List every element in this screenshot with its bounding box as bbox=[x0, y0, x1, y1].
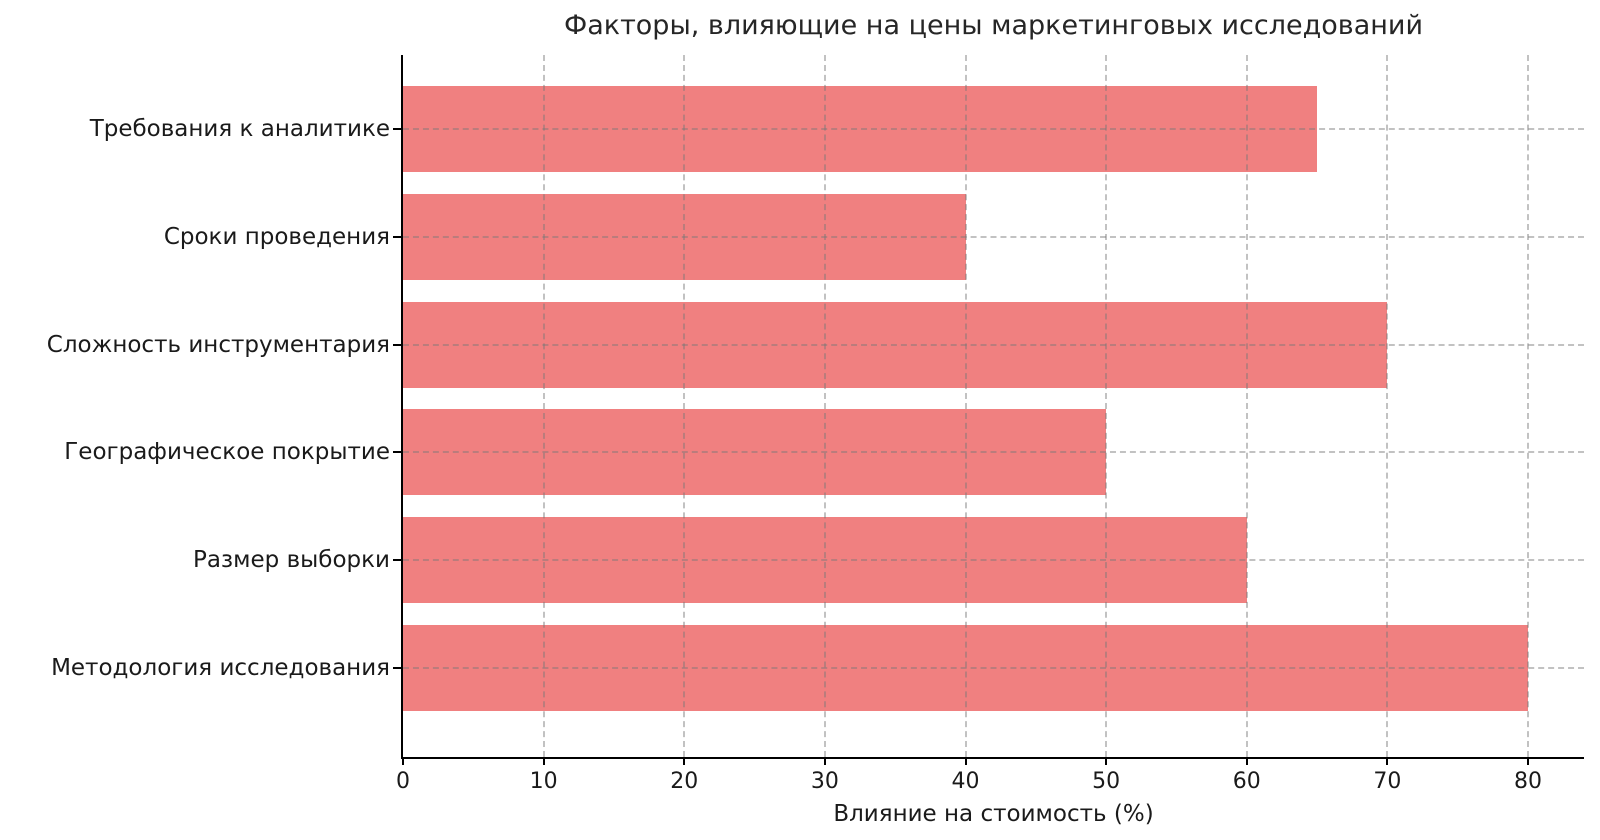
y-tick-label: Сложность инструментария bbox=[46, 331, 390, 358]
x-gridline bbox=[1386, 55, 1389, 757]
x-tick-mark bbox=[1527, 757, 1529, 765]
x-tick-label: 30 bbox=[810, 769, 839, 794]
y-tick-mark bbox=[393, 451, 401, 454]
x-tick-label: 60 bbox=[1232, 769, 1261, 794]
x-tick-mark bbox=[542, 757, 545, 765]
y-tick-mark bbox=[393, 559, 401, 562]
x-tick-mark bbox=[1245, 757, 1248, 765]
x-tick-mark bbox=[683, 757, 686, 765]
x-tick-label: 10 bbox=[529, 769, 558, 794]
x-gridline bbox=[964, 55, 967, 757]
bar bbox=[403, 86, 1318, 172]
x-tick-mark bbox=[402, 757, 404, 765]
y-gridline bbox=[403, 451, 1584, 454]
x-gridline bbox=[1527, 55, 1529, 757]
x-gridline bbox=[1105, 55, 1108, 757]
bar bbox=[403, 625, 1528, 711]
x-tick-mark bbox=[1386, 757, 1389, 765]
x-gridline bbox=[1245, 55, 1248, 757]
x-tick-label: 20 bbox=[670, 769, 699, 794]
bar bbox=[403, 409, 1107, 496]
y-tick-label: Методология исследования bbox=[51, 655, 390, 681]
x-tick-label: 80 bbox=[1514, 769, 1542, 794]
y-tick-label: Сроки проведения bbox=[163, 223, 390, 250]
x-gridline bbox=[542, 55, 545, 757]
x-axis-label: Влияние на стоимость (%) bbox=[833, 801, 1154, 827]
y-gridline bbox=[403, 667, 1584, 669]
y-tick-mark bbox=[393, 667, 401, 669]
y-tick-label: Размер выборки bbox=[192, 547, 390, 574]
bar bbox=[403, 193, 966, 280]
plot-area: 0 10 20 30 40 50 60 70 80 Требования к аналитике С… bbox=[47, 55, 1584, 794]
chart-title: Факторы, влияющие на цены маркетинговых … bbox=[563, 10, 1424, 41]
x-tick-label: 40 bbox=[951, 769, 980, 794]
y-gridline bbox=[403, 343, 1584, 346]
x-gridline bbox=[683, 55, 686, 757]
x-tick-mark bbox=[964, 757, 967, 765]
bar bbox=[403, 517, 1247, 604]
y-gridline bbox=[403, 128, 1584, 130]
x-axis-spine bbox=[401, 757, 1584, 759]
x-tick-mark bbox=[1105, 757, 1108, 765]
y-gridline bbox=[403, 559, 1584, 562]
x-tick-label: 50 bbox=[1092, 769, 1121, 794]
x-gridline bbox=[823, 55, 826, 757]
y-tick-mark bbox=[393, 235, 401, 238]
x-tick-label: 0 bbox=[396, 769, 410, 794]
y-tick-mark bbox=[393, 343, 401, 346]
y-axis-spine bbox=[401, 55, 403, 759]
y-tick-label: Географическое покрытие bbox=[64, 439, 390, 466]
y-tick-label: Требования к аналитике bbox=[89, 116, 390, 142]
y-gridline bbox=[403, 235, 1584, 238]
x-tick-mark bbox=[823, 757, 826, 765]
bar bbox=[403, 301, 1388, 388]
x-tick-label: 70 bbox=[1373, 769, 1402, 794]
y-tick-mark bbox=[393, 128, 401, 130]
